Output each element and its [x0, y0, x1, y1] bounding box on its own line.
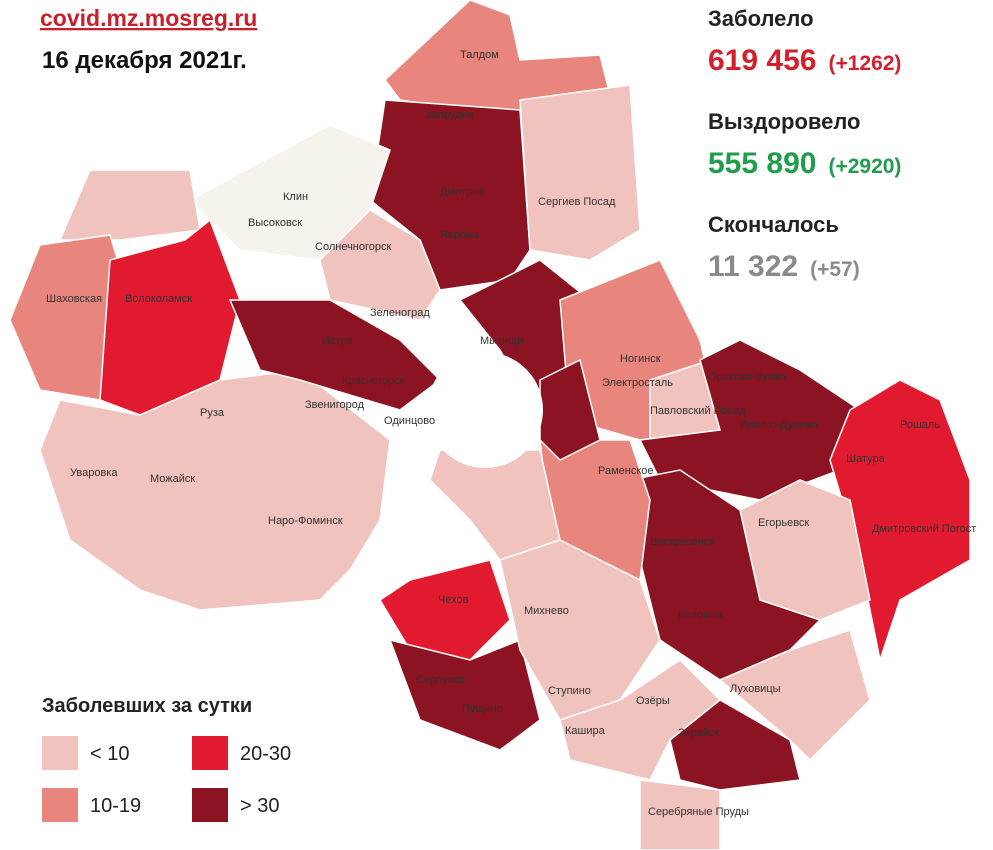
place: Луховицы	[730, 683, 781, 695]
region	[228, 299, 442, 411]
stat-label: Выздоровело	[708, 109, 861, 134]
date: 16 декабря 2021г.	[42, 47, 247, 74]
place: Серпухов	[416, 674, 465, 686]
legend-title: Заболевших за сутки	[42, 695, 252, 717]
place: Электросталь	[602, 377, 673, 389]
legend-swatch	[192, 788, 228, 822]
place: Уваровка	[70, 467, 118, 479]
stat-delta: (+1262)	[828, 52, 901, 75]
place: Наро-Фоминск	[268, 515, 343, 527]
place: Истра	[322, 335, 354, 347]
site: covid.mz.mosreg.ru	[40, 5, 257, 31]
place: Зарайск	[678, 727, 720, 739]
legend-swatch	[192, 736, 228, 770]
region	[39, 369, 391, 611]
stat-delta: (+57)	[810, 258, 860, 281]
place: Раменское	[598, 465, 654, 477]
place: Кашира	[565, 725, 606, 737]
region	[99, 218, 241, 416]
place: Ступино	[548, 685, 591, 697]
place: Воскресенск	[650, 536, 714, 548]
place: Ногинск	[620, 353, 661, 365]
place: Высоковск	[248, 217, 302, 229]
region	[58, 169, 201, 241]
place-labels: Талдом Запрудня Дмитров Яхрома Сергиев П…	[46, 49, 976, 818]
stat-label: Скончалось	[708, 212, 839, 237]
place: Яхрома	[440, 229, 480, 241]
place: Талдом	[460, 49, 499, 61]
place: Пущино	[462, 703, 503, 715]
legend: Заболевших за сутки < 10 10-19 20-30 > 30	[42, 695, 291, 822]
place: Можайск	[150, 473, 195, 485]
region	[519, 84, 641, 261]
place: Шатура	[846, 453, 886, 465]
legend-label: 20-30	[240, 743, 291, 765]
place: Солнечногорск	[315, 241, 391, 253]
region	[629, 469, 822, 681]
place: Дмитров	[440, 186, 484, 198]
place: Ликино-Дулёво	[740, 419, 818, 431]
place: Сергиев Посад	[538, 196, 616, 208]
place: Михнево	[524, 605, 569, 617]
place: Звенигород	[305, 399, 365, 411]
place: Запрудня	[425, 109, 473, 121]
place: Дмитровский Погост	[872, 523, 976, 535]
place: Руза	[200, 407, 225, 419]
stats: Заболело 619 456 (+1262) Выздоровело 555 890…	[708, 6, 901, 283]
region	[639, 779, 721, 850]
region	[388, 638, 541, 751]
stat-value: 11 322	[708, 250, 798, 283]
place: Озёры	[636, 695, 670, 707]
place: Зеленоград	[370, 307, 430, 319]
stat-value: 619 456	[708, 44, 816, 77]
legend-swatch	[42, 788, 78, 822]
legend-swatch	[42, 736, 78, 770]
place: Шаховская	[46, 293, 102, 305]
place: Серебряные Пруды	[648, 806, 749, 818]
legend-label: < 10	[90, 743, 129, 765]
legend-label: > 30	[240, 795, 279, 817]
place: Мытищи	[480, 335, 523, 347]
regions	[9, 0, 971, 850]
stat-value: 555 890	[708, 147, 816, 180]
place: Красногорск	[342, 375, 405, 387]
stat-label: Заболело	[708, 6, 814, 31]
place: Одинцово	[384, 415, 435, 427]
legend-label: 10-19	[90, 795, 141, 817]
region	[499, 539, 661, 721]
place: Волоколамск	[125, 293, 192, 305]
moscow	[427, 352, 543, 468]
place: Клин	[283, 191, 308, 203]
region	[539, 358, 601, 461]
place: Коломна	[678, 609, 724, 621]
stat-delta: (+2920)	[828, 155, 901, 178]
place: Рошаль	[900, 419, 940, 431]
place: Чехов	[438, 594, 469, 606]
place: Егорьевск	[758, 517, 809, 529]
region	[669, 699, 801, 791]
place: Павловский Посад	[650, 405, 746, 417]
place: Орехово-Зуево	[708, 371, 786, 383]
